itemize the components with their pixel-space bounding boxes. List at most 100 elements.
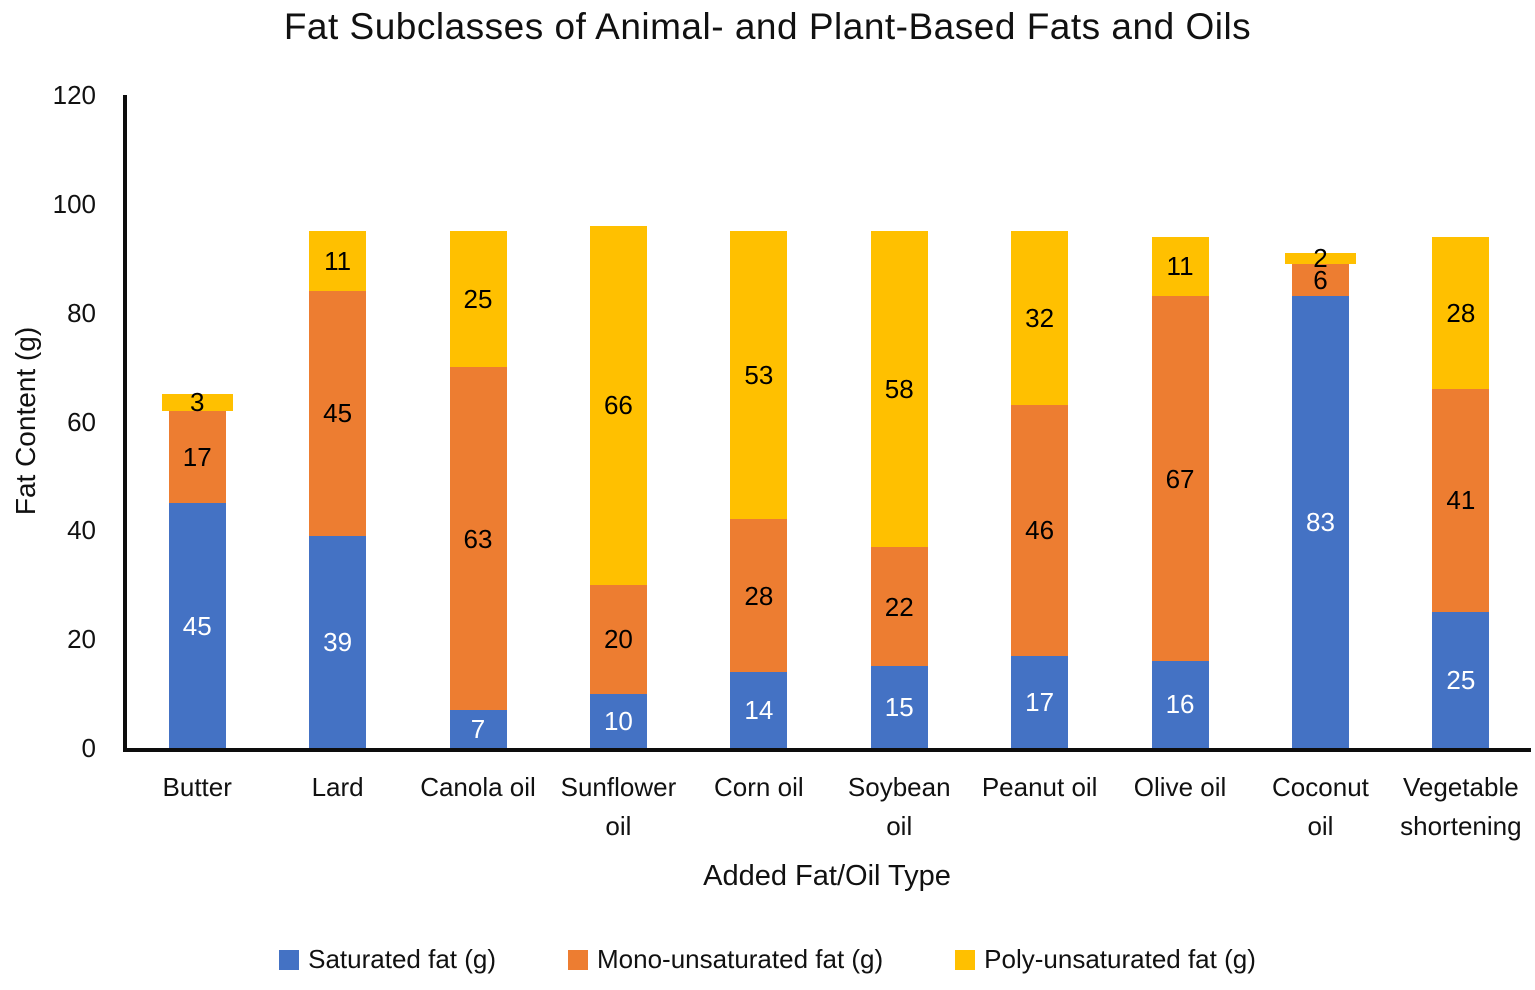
bars-row: 45 17 3 39 45 11 7 63 25 10 20 66 14 28 53 15 22 58 17 46 32…	[127, 95, 1531, 748]
bar-slot-vegetable-shortening: 25 41 28	[1391, 95, 1531, 748]
bar-segment-label: 32	[1025, 303, 1055, 334]
legend-label: Mono-unsaturated fat (g)	[597, 944, 884, 974]
bar-segment-butter-mono-unsaturated-fat-g: 17	[168, 410, 226, 504]
bar-segment-label: 3	[189, 387, 205, 418]
chart-title: Fat Subclasses of Animal- and Plant-Base…	[283, 6, 1252, 47]
bar-segment-label: 25	[1446, 664, 1476, 695]
x-category-label-peanut-oil: Peanut oil	[981, 772, 1098, 802]
legend-item-poly-unsaturated-fat-g: Poly-unsaturated fat (g)	[955, 944, 1256, 975]
y-axis-ticks: 0 20 40 60 80 100 120	[0, 82, 112, 761]
y-tick-label: 120	[52, 80, 96, 110]
y-tick-label: 80	[67, 297, 96, 328]
x-category-label-corn-oil: Corn oil	[714, 772, 804, 802]
x-category-label-butter: Butter	[162, 772, 232, 802]
bar-vegetable-shortening: 25 41 28	[1432, 236, 1490, 748]
bar-slot-coconut-oil: 83 6 2	[1250, 95, 1390, 748]
x-category-label-canola-oil: Canola oil	[420, 772, 536, 802]
bar-segment-label: 15	[884, 692, 914, 723]
bar-segment-peanut-oil-mono-unsaturated-fat-g: 46	[1011, 405, 1069, 656]
bar-sunflower-oil: 10 20 66	[589, 225, 647, 748]
bar-olive-oil: 16 67 11	[1151, 236, 1209, 748]
bar-segment-soybean-oil-mono-unsaturated-fat-g: 22	[870, 546, 928, 667]
bar-segment-label: 11	[324, 245, 352, 276]
bar-segment-label: 11	[1166, 251, 1194, 282]
bar-slot-olive-oil: 16 67 11	[1110, 95, 1250, 748]
bar-slot-lard: 39 45 11	[267, 95, 407, 748]
bar-segment-label: 53	[744, 360, 774, 391]
bar-segment-label: 41	[1446, 485, 1476, 516]
legend-label: Poly-unsaturated fat (g)	[984, 944, 1256, 974]
bar-segment-lard-saturated-fat-g: 39	[309, 535, 367, 748]
bar-segment-corn-oil-poly-unsaturated-fat-g: 53	[730, 231, 788, 520]
bar-segment-canola-oil-poly-unsaturated-fat-g: 25	[449, 231, 507, 368]
bar-segment-label: 10	[603, 705, 633, 736]
bar-segment-label: 63	[463, 523, 493, 554]
x-category-label-olive-oil: Olive oil	[1133, 772, 1227, 802]
bar-coconut-oil: 83 6 2	[1284, 245, 1356, 748]
y-tick-label: 40	[67, 515, 96, 546]
bar-slot-sunflower-oil: 10 20 66	[548, 95, 688, 748]
legend-item-mono-unsaturated-fat-g: Mono-unsaturated fat (g)	[568, 944, 883, 975]
bar-segment-label: 2	[1313, 243, 1328, 274]
x-category-label-vegetable-shortening: Vegetable shortening	[1400, 772, 1522, 841]
legend-swatch-icon	[955, 949, 976, 970]
bar-segment-label: 67	[1165, 463, 1195, 494]
bar-segment-coconut-oil-saturated-fat-g: 83	[1291, 296, 1349, 748]
legend-label: Saturated fat (g)	[308, 944, 497, 974]
bar-soybean-oil: 15 22 58	[870, 231, 928, 748]
bar-slot-corn-oil: 14 28 53	[689, 95, 829, 748]
bar-butter: 45 17 3	[161, 389, 233, 748]
bar-segment-vegetable-shortening-poly-unsaturated-fat-g: 28	[1432, 236, 1490, 389]
bar-segment-sunflower-oil-mono-unsaturated-fat-g: 20	[589, 584, 647, 694]
bar-segment-label: 6	[1313, 265, 1328, 296]
bar-segment-soybean-oil-poly-unsaturated-fat-g: 58	[870, 231, 928, 547]
bar-slot-butter: 45 17 3	[127, 95, 267, 748]
bar-segment-label: 83	[1305, 507, 1335, 538]
x-category-label-coconut-oil: Coconut oil	[1272, 772, 1369, 841]
bar-canola-oil: 7 63 25	[449, 231, 507, 748]
bar-corn-oil: 14 28 53	[730, 231, 788, 748]
bar-segment-label: 22	[884, 591, 914, 622]
bar-slot-canola-oil: 7 63 25	[408, 95, 548, 748]
bar-segment-label: 39	[323, 626, 353, 657]
bar-segment-corn-oil-mono-unsaturated-fat-g: 28	[730, 519, 788, 672]
bar-peanut-oil: 17 46 32	[1011, 231, 1069, 748]
bar-segment-label: 28	[744, 580, 774, 611]
y-tick-label: 60	[67, 406, 96, 437]
bar-segment-canola-oil-mono-unsaturated-fat-g: 63	[449, 367, 507, 710]
y-tick-label: 0	[81, 733, 96, 763]
bar-segment-label: 58	[884, 373, 914, 404]
bar-segment-soybean-oil-saturated-fat-g: 15	[870, 666, 928, 748]
x-axis-title: Added Fat/Oil Type	[703, 860, 951, 892]
bar-segment-olive-oil-poly-unsaturated-fat-g: 11	[1151, 236, 1209, 297]
bar-segment-label: 46	[1025, 515, 1055, 546]
bar-segment-label: 14	[744, 694, 774, 725]
bar-segment-label: 16	[1165, 689, 1195, 720]
bar-segment-vegetable-shortening-mono-unsaturated-fat-g: 41	[1432, 388, 1490, 612]
bar-segment-label: 17	[1025, 686, 1055, 717]
bar-slot-peanut-oil: 17 46 32	[969, 95, 1109, 748]
bar-segment-sunflower-oil-saturated-fat-g: 10	[589, 693, 647, 748]
bar-segment-label: 45	[182, 610, 212, 641]
bar-segment-butter-poly-unsaturated-fat-g: 3	[161, 389, 233, 415]
bar-segment-label: 20	[603, 624, 633, 655]
y-tick-label: 20	[67, 624, 96, 655]
bar-segment-lard-poly-unsaturated-fat-g: 11	[309, 231, 367, 291]
bar-segment-label: 66	[603, 390, 633, 421]
bar-segment-label: 28	[1446, 297, 1476, 328]
bar-segment-corn-oil-saturated-fat-g: 14	[730, 671, 788, 748]
bar-segment-vegetable-shortening-saturated-fat-g: 25	[1432, 611, 1490, 748]
bar-segment-peanut-oil-saturated-fat-g: 17	[1011, 655, 1069, 748]
bar-segment-butter-saturated-fat-g: 45	[168, 503, 226, 748]
bar-segment-label: 7	[470, 713, 486, 744]
legend-item-saturated-fat-g: Saturated fat (g)	[279, 944, 496, 975]
x-category-label-sunflower-oil: Sunflower oil	[560, 772, 677, 841]
bar-segment-label: 25	[463, 284, 493, 315]
x-category-label-soybean-oil: Soybean oil	[847, 772, 951, 841]
bar-segment-coconut-oil-poly-unsaturated-fat-g: 2	[1284, 245, 1356, 271]
bar-slot-soybean-oil: 15 22 58	[829, 95, 969, 748]
bar-segment-olive-oil-mono-unsaturated-fat-g: 67	[1151, 296, 1209, 661]
bar-lard: 39 45 11	[309, 231, 367, 748]
bar-segment-olive-oil-saturated-fat-g: 16	[1151, 660, 1209, 748]
